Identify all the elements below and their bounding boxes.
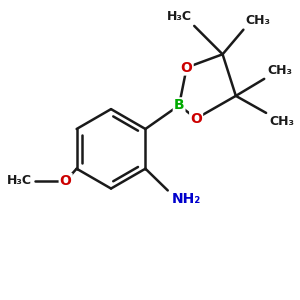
- Text: B: B: [174, 98, 184, 112]
- Text: CH₃: CH₃: [267, 64, 292, 77]
- Text: CH₃: CH₃: [269, 115, 294, 128]
- Text: O: O: [190, 112, 202, 126]
- Text: O: O: [60, 174, 72, 188]
- Text: H₃C: H₃C: [167, 10, 192, 23]
- Text: H₃C: H₃C: [7, 175, 32, 188]
- Text: CH₃: CH₃: [245, 14, 270, 27]
- Text: O: O: [181, 61, 193, 74]
- Text: NH₂: NH₂: [172, 192, 201, 206]
